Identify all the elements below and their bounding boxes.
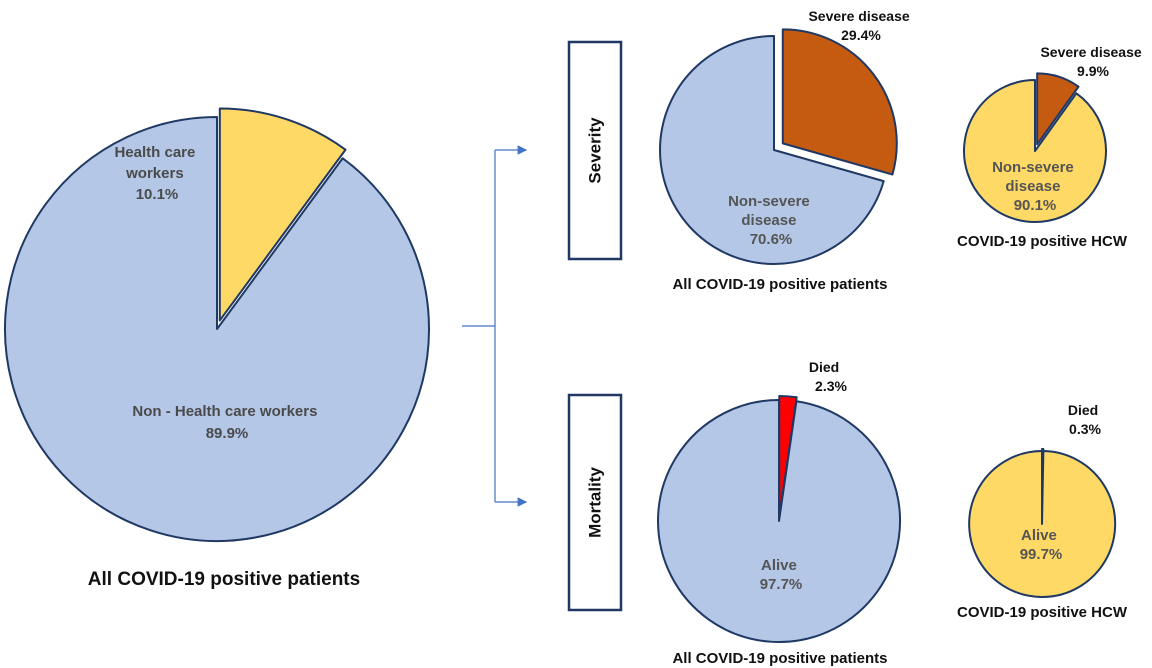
severity-hcw-severe-label: Severe disease [1040,44,1141,60]
severity-hcw-caption: COVID-19 positive HCW [957,233,1128,250]
severity-all-slice-severe-disease [781,28,898,176]
main-labels: Health care workers 10.1% Non - Health c… [88,144,360,590]
severity-all-nonsevere-line1: Non-severe [728,193,810,210]
mortality-label-box: Mortality [567,393,623,612]
svg-text:Non-severe disease: Non-severe disease 90.1% [992,159,1078,214]
main-hcw-value: 10.1% [136,186,179,203]
severity-hcw-labels: Severe disease 9.9% Non-severe disease 9… [957,44,1145,250]
svg-text:Non-severe disease: Non-severe disease 70.6% [728,193,814,248]
mortality-hcw-labels: Died 0.3% Alive 99.7% COVID-19 positive … [957,402,1128,621]
main-slice-health-care [218,107,347,322]
mortality-all-labels: Died 2.3% Alive 97.7% All COVID-19 posit… [672,359,887,667]
severity-label: Severity [586,117,605,184]
mortality-all-died-value: 2.3% [815,378,847,394]
severity-hcw-severe-value: 9.9% [1077,63,1109,79]
severity-all-nonsevere-value: 70.6% [750,231,793,248]
mortality-all-alive-label: Alive [761,557,797,574]
severity-label-box: Severity [567,40,623,261]
main-caption: All COVID-19 positive patients [88,569,360,590]
pie-mortality-all [657,395,902,643]
mortality-hcw-alive-label: Alive [1021,527,1057,544]
severity-hcw-slice-severe-disease [1036,72,1080,146]
severity-all-severe-value: 29.4% [841,27,881,43]
severity-hcw-nonsevere-line1: Non-severe [992,159,1074,176]
pie-severity-hcw [963,72,1107,223]
mortality-label: Mortality [586,467,605,538]
mortality-all-slice-alive [657,399,902,643]
mortality-hcw-died-label: Died [1068,402,1098,418]
svg-text:Severe disease 29.4%: Severe disease 29.4% [808,8,913,43]
severity-all-labels: Severe disease 29.4% Non-severe disease … [672,8,913,293]
severity-all-caption: All COVID-19 positive patients [672,276,887,293]
main-slice-non-health-care-workers [4,116,430,542]
svg-text:Non - Health care workers: Non - Health care workers 89.9% [132,403,321,442]
severity-hcw-nonsevere-line2: disease [1005,178,1060,195]
mortality-hcw-alive-value: 99.7% [1020,546,1063,563]
mortality-hcw-died-value: 0.3% [1069,421,1101,437]
pie-main [4,107,430,542]
main-nonhcw-label: Non - Health care workers [132,403,317,420]
svg-text:Alive 97.7%: Alive 97.7% [760,557,803,593]
svg-text:Severe disease 9.9%: Severe disease 9.9% [1040,44,1145,79]
main-hcw-label-line1: Health care [114,144,195,161]
svg-text:Alive 99.7%: Alive 99.7% [1020,527,1063,563]
mortality-all-caption: All COVID-19 positive patients [672,650,887,667]
connector [462,145,528,507]
mortality-hcw-slice-alive [968,450,1117,598]
mortality-hcw-caption: COVID-19 positive HCW [957,604,1128,621]
pie-severity-all [659,28,898,265]
severity-all-nonsevere-line2: disease [741,212,796,229]
svg-text:Health care workers: Health care workers 10.1% [114,144,199,203]
mortality-all-died-label: Died [809,359,839,375]
svg-text:Died 0.3%: Died 0.3% [1068,402,1102,437]
severity-box-frame [567,40,623,261]
pie-mortality-hcw [968,447,1117,598]
mortality-all-alive-value: 97.7% [760,576,803,593]
severity-all-slice-non-severe [659,35,885,265]
severity-all-severe-label: Severe disease [808,8,909,24]
main-hcw-label-line2: workers [125,165,184,182]
main-nonhcw-value: 89.9% [206,425,249,442]
severity-hcw-slice-non-severe [963,79,1107,223]
mortality-box-frame [567,393,623,612]
svg-text:Died 2.3%: Died 2.3% [809,359,848,394]
severity-hcw-nonsevere-value: 90.1% [1014,197,1057,214]
